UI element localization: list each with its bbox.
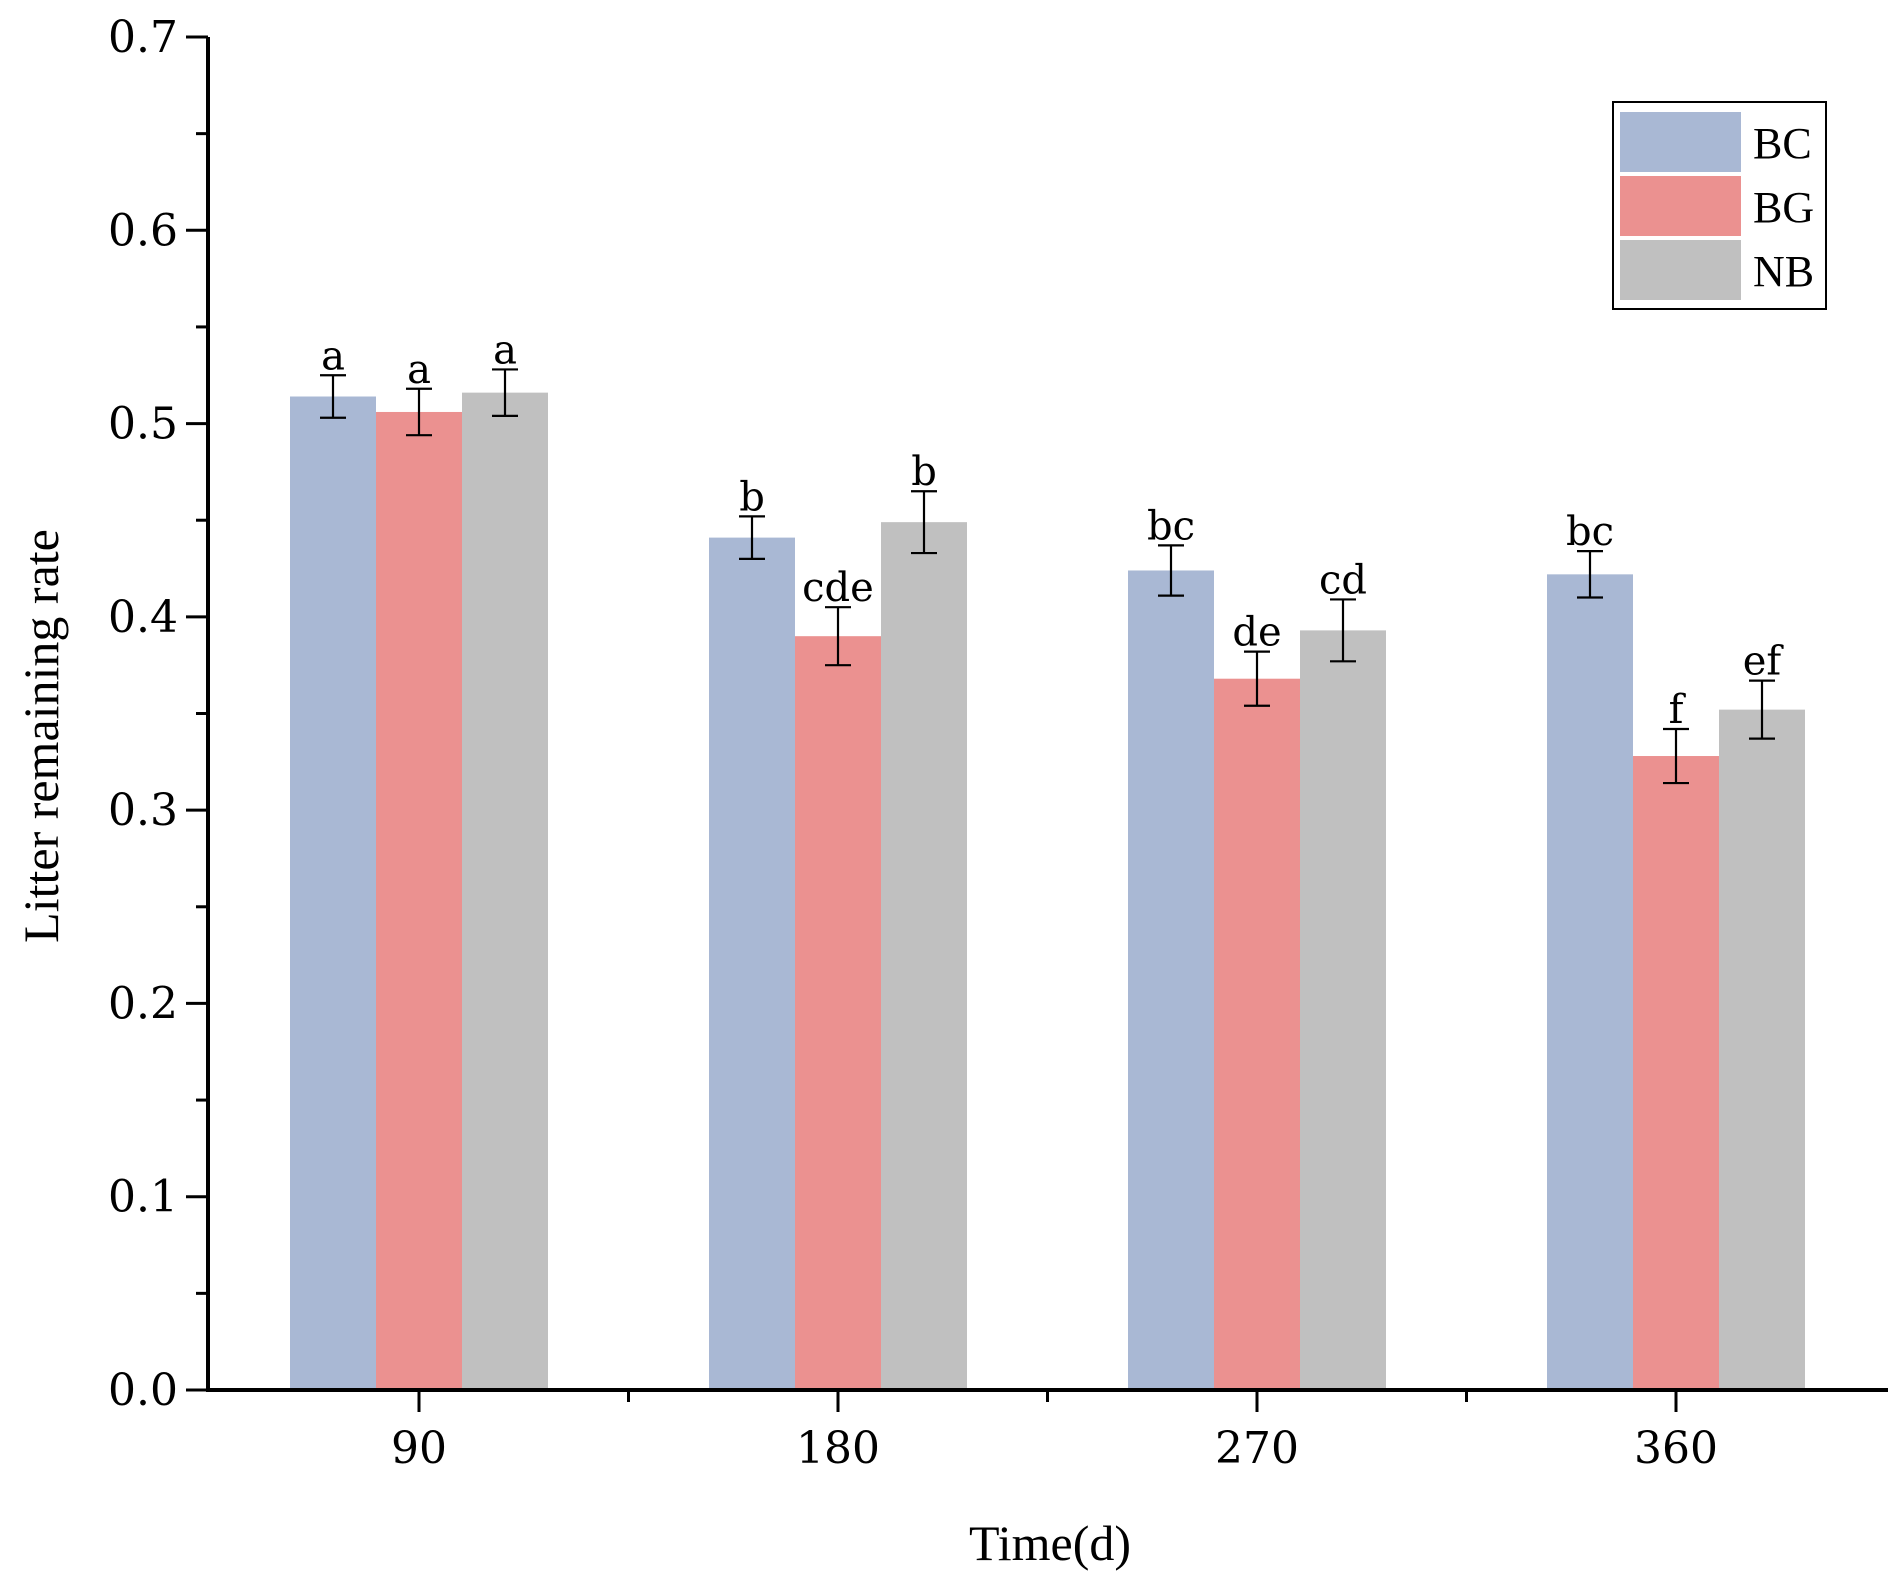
- significance-label-bg-180: cde: [802, 565, 874, 611]
- y-tick-label: 0.1: [108, 1172, 178, 1223]
- bars-group: [290, 392, 1805, 1391]
- legend-label-bc: BC: [1753, 119, 1812, 168]
- significance-label-bg-270: de: [1232, 610, 1281, 656]
- error-bar-nb-180: [911, 490, 937, 555]
- y-tick-label: 0.4: [108, 592, 178, 643]
- error-bar-bg-270: [1244, 650, 1270, 707]
- bar-bg-90: [376, 411, 462, 1391]
- significance-label-bc-90: a: [321, 333, 345, 379]
- y-tick-label: 0.6: [108, 205, 178, 256]
- axes-group: 0.0 0.1 0.2 0.3 0.4 0.5 0.6 0.7 90 180 270 360: [108, 12, 1888, 1474]
- error-bars-group: [320, 368, 1775, 785]
- legend-label-nb: NB: [1753, 247, 1814, 296]
- x-tick-label: 90: [391, 1423, 447, 1474]
- bar-bg-360: [1633, 756, 1719, 1390]
- bar-bc-270: [1128, 570, 1214, 1390]
- error-bar-bc-270: [1158, 544, 1184, 597]
- error-bar-nb-360: [1749, 679, 1775, 740]
- error-bar-bc-90: [320, 374, 346, 419]
- significance-label-bg-360: f: [1669, 687, 1687, 733]
- significance-label-nb-360: ef: [1743, 639, 1785, 685]
- x-axis-title: Time(d): [969, 1515, 1131, 1571]
- significance-label-nb-180: b: [911, 449, 937, 495]
- error-bar-bg-360: [1663, 727, 1689, 785]
- bar-bg-270: [1214, 678, 1300, 1390]
- bar-nb-180: [881, 522, 967, 1390]
- error-bar-nb-90: [492, 368, 518, 417]
- legend: BC BG NB: [1612, 101, 1827, 310]
- error-bar-bg-90: [406, 387, 432, 437]
- bar-nb-360: [1719, 709, 1805, 1390]
- bar-nb-90: [462, 392, 548, 1390]
- y-tick-label: 0.3: [108, 785, 178, 836]
- error-bar-bg-180: [825, 606, 851, 667]
- y-tick-label: 0.5: [108, 399, 178, 450]
- x-tick-label: 360: [1634, 1423, 1718, 1474]
- x-tick-label: 270: [1215, 1423, 1299, 1474]
- significance-label-bg-90: a: [407, 347, 431, 393]
- legend-swatch-bg: [1620, 176, 1741, 236]
- bar-bg-180: [795, 636, 881, 1390]
- y-tick-label: 0.7: [108, 12, 178, 63]
- significance-label-bc-180: b: [739, 474, 765, 520]
- x-tick-label: 180: [796, 1423, 880, 1474]
- error-bar-bc-180: [739, 515, 765, 560]
- y-tick-label: 0.2: [108, 978, 178, 1029]
- legend-swatch-bc: [1620, 112, 1741, 172]
- error-bar-nb-270: [1330, 598, 1356, 663]
- legend-label-bg: BG: [1753, 183, 1814, 232]
- significance-label-bc-360: bc: [1566, 509, 1614, 555]
- error-bar-bc-360: [1577, 550, 1603, 599]
- bar-nb-270: [1300, 630, 1386, 1390]
- significance-label-nb-90: a: [493, 327, 517, 373]
- bar-bc-90: [290, 396, 376, 1390]
- y-axis-title: Litter remaining rate: [13, 529, 69, 943]
- bar-bc-180: [709, 537, 795, 1390]
- significance-label-nb-270: cd: [1319, 557, 1367, 603]
- bar-bc-360: [1547, 574, 1633, 1390]
- significance-label-bc-270: bc: [1147, 503, 1195, 549]
- legend-swatch-nb: [1620, 240, 1741, 300]
- y-tick-label: 0.0: [108, 1365, 178, 1416]
